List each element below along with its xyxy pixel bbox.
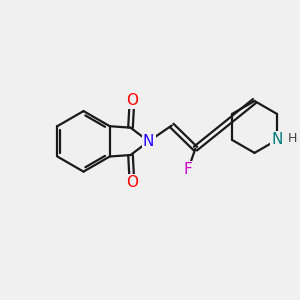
Text: N: N [143,134,154,149]
Text: O: O [126,175,138,190]
Text: F: F [184,162,193,177]
Text: O: O [126,93,138,108]
Text: H: H [288,132,297,145]
Text: N: N [271,132,283,147]
